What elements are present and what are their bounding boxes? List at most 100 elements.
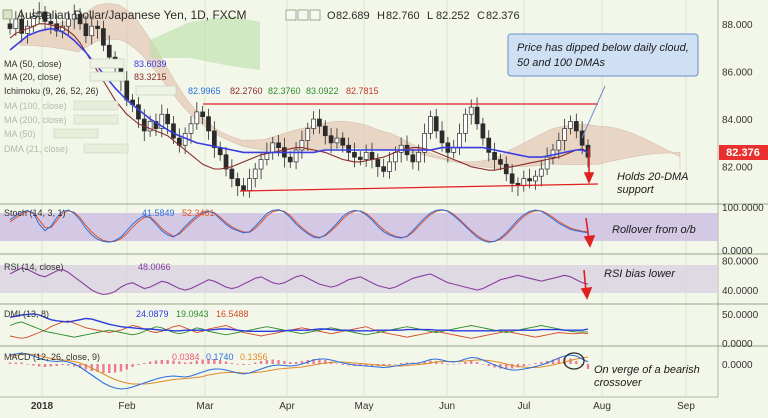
price-tick-label: 86.000: [722, 67, 753, 78]
macd-hist-bar: [516, 364, 520, 368]
candle-up: [147, 121, 153, 132]
legend-macd-label[interactable]: MACD (12, 26, close, 9): [4, 352, 100, 362]
macd-hist-bar: [32, 364, 35, 366]
macd-hist-bar: [148, 361, 152, 364]
legend-ma20-label[interactable]: MA (20, close): [4, 72, 62, 82]
macd-hist-bar: [586, 364, 590, 369]
candle-down: [7, 23, 13, 29]
candle-down: [579, 130, 585, 146]
legend-rsi-label[interactable]: RSI (14, close): [4, 262, 64, 272]
macd-hist-bar: [230, 363, 234, 364]
settings-icon[interactable]: [297, 9, 309, 21]
price-tag-label: 82.376: [726, 147, 760, 159]
legend-macd-hist: 0.0384: [172, 352, 200, 362]
price-legends: MA (50, close) 83.6039 MA (20, close) 83…: [4, 58, 379, 154]
candle-down: [346, 144, 351, 153]
candle-down: [573, 121, 579, 132]
candle-up: [544, 156, 550, 170]
macd-hist-bar: [108, 364, 111, 373]
axis-ticks: 88.00086.00084.00082.000100.00000.000080…: [31, 20, 764, 412]
macd-hist-bar: [248, 364, 251, 365]
macd-hist-bar: [43, 364, 47, 367]
macd-hist-bar: [102, 364, 105, 373]
macd-line: [9, 352, 589, 390]
dmi-tick-label: 50.0000: [722, 310, 759, 321]
legend-faded-2-icons[interactable]: [73, 114, 119, 125]
macd-hist-bar: [534, 363, 537, 364]
legend-faded-2[interactable]: MA (200, close): [4, 115, 67, 125]
eye-icon[interactable]: [285, 9, 297, 21]
legend-stoch-label[interactable]: Stoch (14, 3, 1): [4, 208, 66, 218]
legend-faded-3[interactable]: MA (50): [4, 129, 36, 139]
macd-hist-bar: [113, 364, 117, 373]
macd-hist-bar: [213, 359, 216, 364]
legend-macd-signal: 0.1356: [240, 352, 268, 362]
legend-ma50-icons[interactable]: [89, 58, 125, 69]
macd-hist-bar: [178, 361, 181, 364]
legend-ichimoku-v3: 82.3760: [268, 86, 301, 96]
price-tick-label: 82.000: [722, 163, 753, 174]
indicator-legends: Stoch (14, 3, 1) 41.5849 52.3461 RSI (14…: [4, 208, 268, 362]
candle-down: [509, 173, 515, 184]
candle-up: [293, 149, 299, 163]
legend-ichimoku-label[interactable]: Ichimoku (9, 26, 52, 26): [4, 86, 99, 96]
candle-up: [538, 168, 544, 177]
macd-hist-bar: [154, 360, 158, 364]
callout-box: [507, 33, 699, 77]
header-bar: Australian Dollar/Japanese Yen, 1D, FXCM…: [2, 8, 520, 22]
macd-hist-bar: [487, 364, 490, 366]
legend-faded-3-icons[interactable]: [53, 128, 99, 139]
chart-title: Australian Dollar/Japanese Yen, 1D, FXCM: [17, 8, 246, 22]
more-icon[interactable]: [309, 9, 321, 21]
macd-hist-bar: [475, 362, 479, 364]
macd-hist-bar: [551, 359, 555, 364]
macd-hist-bar: [569, 358, 572, 364]
candle-down: [498, 159, 503, 165]
macd-hist-bar: [429, 360, 432, 364]
ohlc-low-value: 82.252: [436, 10, 470, 22]
legend-dmi-minus: 16.5488: [216, 309, 249, 319]
macd-hist-bar: [201, 359, 204, 364]
macd-hist-bar: [242, 364, 245, 365]
candle-down: [410, 154, 416, 163]
legend-faded-4[interactable]: DMA (21, close): [4, 144, 68, 154]
collapse-icon[interactable]: [2, 9, 13, 20]
macd-hist-bar: [335, 363, 339, 365]
candle-down: [206, 116, 211, 132]
legend-ma50-label[interactable]: MA (50, close): [4, 59, 62, 69]
price-candles: [7, 2, 591, 198]
legend-faded-1[interactable]: MA (100, close): [4, 101, 67, 111]
legend-faded-1-icons[interactable]: [73, 100, 119, 111]
macd-hist-bar: [96, 364, 99, 372]
candle-down: [439, 130, 445, 144]
candle-down: [503, 163, 509, 175]
legend-stoch-k: 41.5849: [142, 208, 175, 218]
legend-ichimoku-v4: 83.0922: [306, 86, 339, 96]
macd-hist-bar: [575, 361, 578, 364]
legend-rsi-value: 48.0066: [138, 262, 171, 272]
candle-up: [550, 149, 556, 158]
candle-up: [270, 142, 276, 153]
candle-up: [562, 128, 567, 141]
legend-ma20-icons[interactable]: [89, 71, 125, 82]
legend-dmi-label[interactable]: DMI (13, 8): [4, 309, 49, 319]
candle-up: [468, 106, 474, 115]
candle-up: [428, 116, 433, 134]
candle-up: [188, 123, 194, 134]
candle-down: [375, 159, 381, 168]
ohlc-high-key: H: [377, 10, 385, 22]
candle-down: [352, 152, 357, 158]
annotation-arrows: [580, 148, 596, 300]
macd-hist-bar: [464, 362, 467, 364]
x-tick-label: Mar: [196, 401, 214, 412]
candle-down: [381, 166, 387, 172]
legend-ichimoku-icons[interactable]: [135, 85, 177, 96]
candle-up: [13, 18, 19, 29]
candle-up: [363, 152, 369, 160]
macd-hist-bar: [8, 362, 12, 364]
legend-faded-4-icons[interactable]: [83, 143, 129, 154]
candle-down: [165, 113, 170, 125]
macd-hist-bar: [452, 364, 455, 365]
support-trendline: [239, 183, 599, 192]
x-tick-label: Feb: [118, 401, 136, 412]
